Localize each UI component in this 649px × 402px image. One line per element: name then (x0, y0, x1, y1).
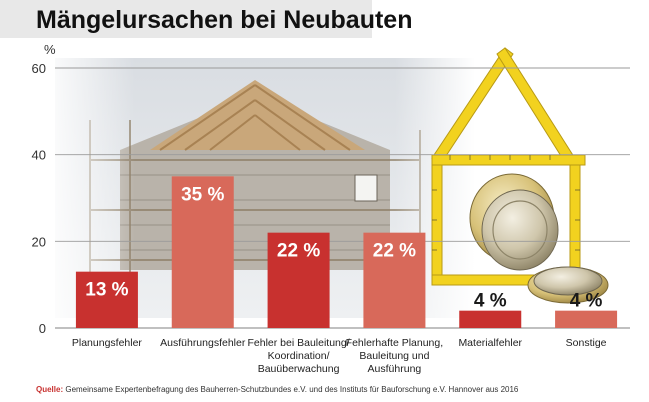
folding-ruler-house-icon (431, 47, 586, 286)
data-label: 22 % (373, 241, 416, 262)
data-label: 4 % (474, 291, 507, 312)
category-labels: Planungsfehler Ausführungsfehler Fehler be… (72, 337, 607, 375)
euro-coins-icon (469, 173, 609, 304)
bar (75, 271, 138, 328)
data-labels: 13 % 35 % 22 % 22 % 4 % 4 % (85, 184, 602, 311)
y-axis: 0 20 40 60 (32, 61, 46, 336)
bar (555, 310, 618, 328)
y-tick-label: 60 (32, 61, 46, 76)
bar (459, 310, 522, 328)
y-tick-label: 20 (32, 234, 46, 249)
data-label: 13 % (85, 280, 128, 301)
data-label: 4 % (570, 291, 603, 312)
gridlines (55, 67, 630, 329)
category-label: Materialfehler (458, 337, 522, 349)
title-block: Mängelursachen bei Neubauten (0, 0, 649, 40)
chart-title: Mängelursachen bei Neubauten (36, 6, 412, 34)
source-text: Gemeinsame Expertenbefragung des Bauherr… (63, 385, 519, 394)
y-axis-label: % (44, 42, 56, 57)
category-label: Planungsfehler (72, 337, 143, 349)
bar (267, 232, 330, 328)
bar (363, 232, 426, 328)
bar (171, 176, 234, 328)
data-label: 22 % (277, 241, 320, 262)
y-tick-label: 0 (39, 321, 46, 336)
source-note: Quelle: Gemeinsame Expertenbefragung des… (36, 385, 519, 394)
y-tick-label: 40 (32, 148, 46, 163)
category-label: Fehler bei Bauleitung/Koordination/Bauüb… (248, 337, 350, 375)
category-label: Fehlerhafte Planung, Bauleitung und Ausfüh… (346, 337, 443, 375)
category-label: Sonstige (566, 337, 607, 349)
data-label: 35 % (181, 184, 224, 205)
source-label: Quelle: (36, 385, 63, 394)
title-background (0, 0, 372, 38)
category-label: Ausführungsfehler (160, 337, 246, 349)
bars (75, 176, 618, 328)
